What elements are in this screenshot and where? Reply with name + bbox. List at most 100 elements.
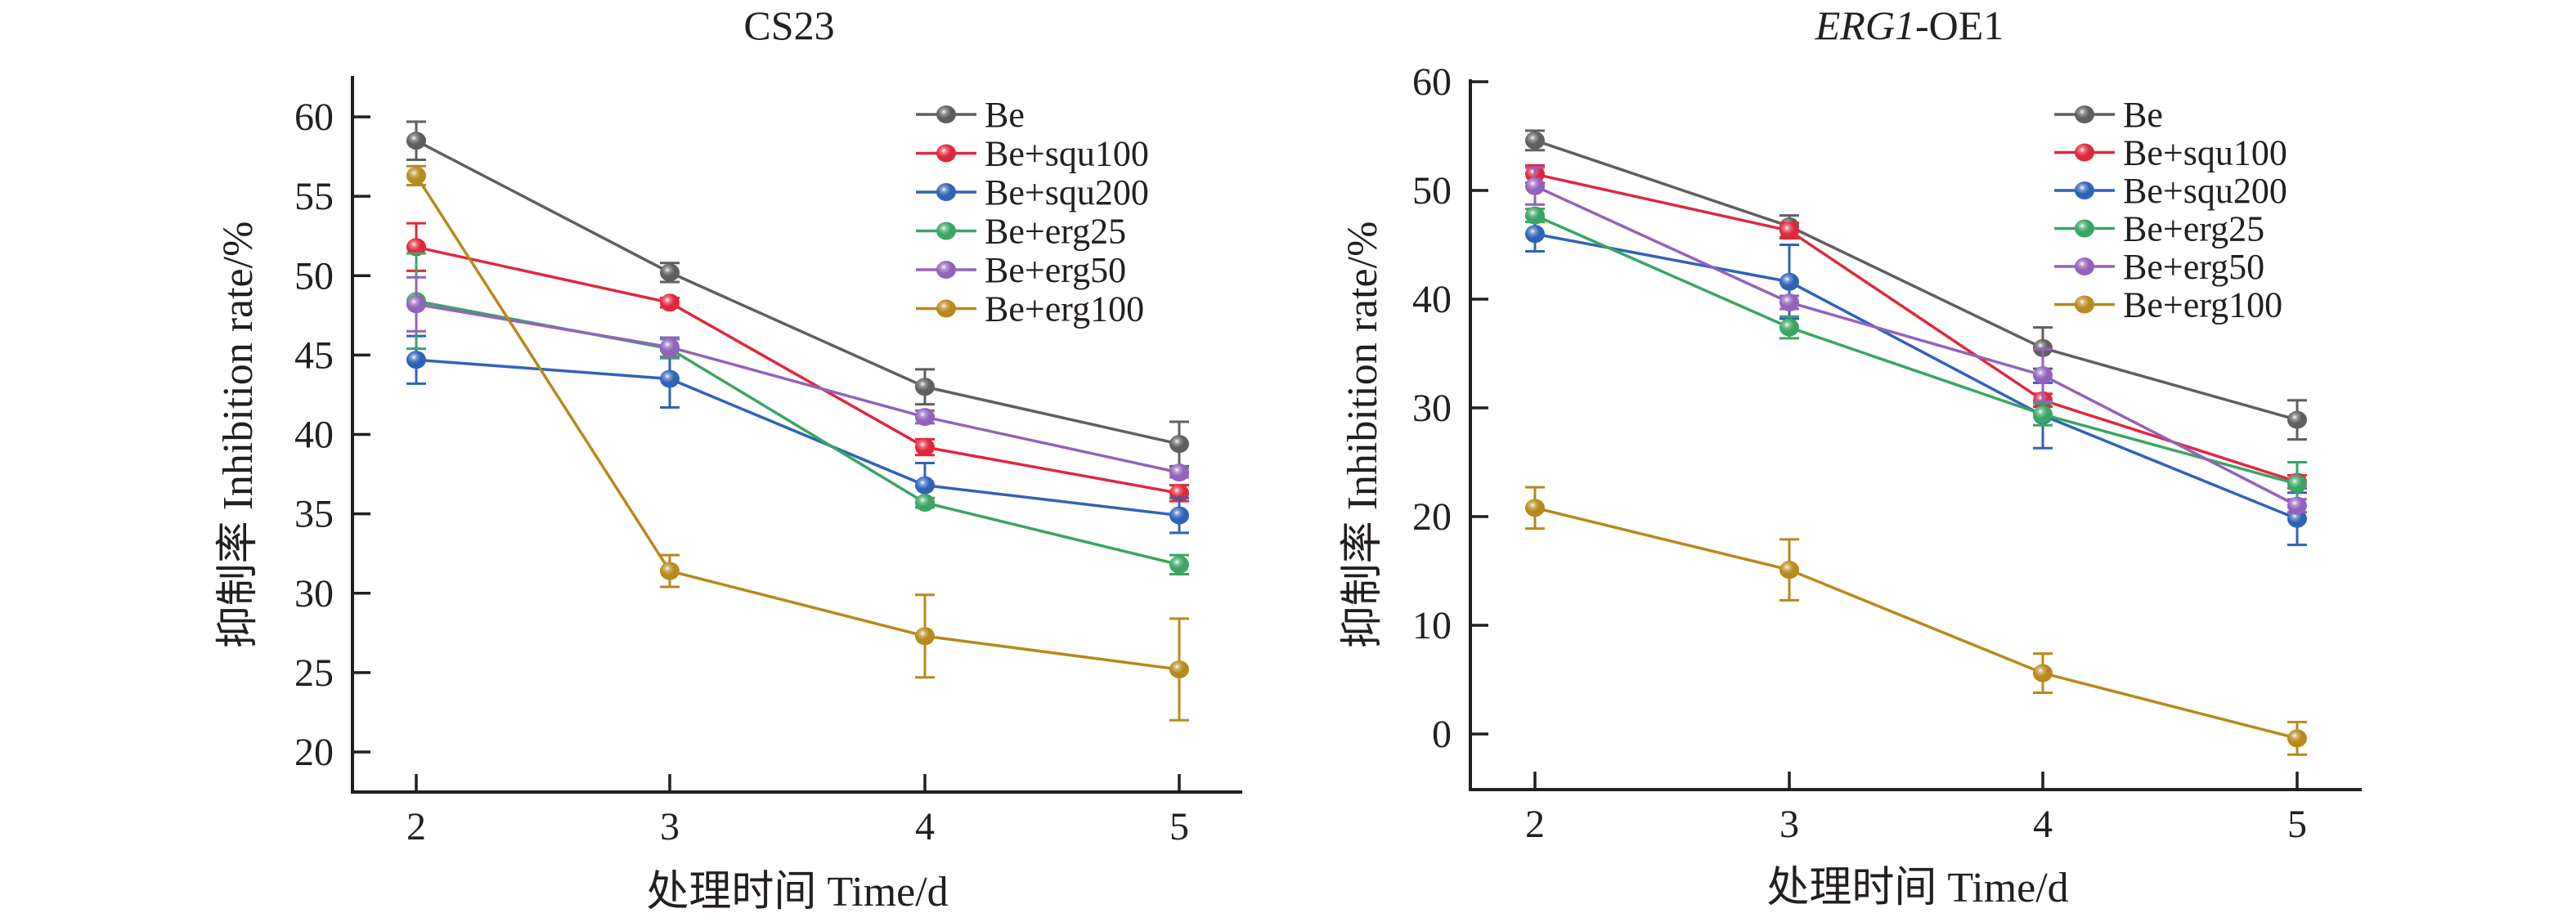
data-point xyxy=(660,562,680,580)
legend-marker xyxy=(2075,295,2094,314)
data-point xyxy=(2033,664,2053,683)
y-tick-label: 30 xyxy=(294,572,334,615)
y-tick-label: 40 xyxy=(1412,278,1452,321)
y-tick-label: 60 xyxy=(1412,60,1452,104)
series-be-erg100 xyxy=(406,164,1189,722)
x-tick-label: 4 xyxy=(915,805,935,848)
legend-marker xyxy=(936,299,956,318)
data-point xyxy=(915,494,935,512)
data-point xyxy=(1779,318,1799,337)
plot-area xyxy=(1525,129,2307,756)
series-line xyxy=(1534,506,2298,741)
data-point xyxy=(915,438,935,457)
legend-label: Be+squ100 xyxy=(985,134,1149,174)
series-line xyxy=(1534,139,2298,422)
legend-label: Be+erg50 xyxy=(2123,247,2264,287)
data-point xyxy=(660,263,680,282)
x-axis-label: 处理时间 Time/d xyxy=(646,869,948,915)
data-point xyxy=(915,378,935,396)
y-axis-label: 抑制率 Inhibition rate/% xyxy=(1340,222,1386,649)
y-tick-label: 10 xyxy=(1412,604,1452,647)
legend-marker xyxy=(936,183,956,201)
series-be-erg25 xyxy=(1525,206,2307,508)
legend-label: Be+erg50 xyxy=(985,250,1126,290)
data-point xyxy=(1779,272,1799,291)
plot-area xyxy=(406,120,1189,722)
y-ticks: 20 25 30 35 40 45 50 55 60 xyxy=(294,96,370,774)
data-point xyxy=(1525,499,1545,517)
x-ticks: 2 3 4 5 xyxy=(406,774,1189,848)
legend-label: Be+squ200 xyxy=(985,172,1149,213)
y-tick-label: 20 xyxy=(294,731,334,774)
x-axis-label: 处理时间 Time/d xyxy=(1766,865,2068,911)
data-point xyxy=(915,476,935,495)
data-point xyxy=(1525,131,1545,150)
legend-marker xyxy=(936,105,956,123)
legend-item: Be+squ100 xyxy=(2054,133,2287,173)
legend-marker xyxy=(2075,181,2094,199)
data-point xyxy=(406,295,426,314)
data-point xyxy=(2033,405,2053,423)
y-axis-label: 抑制率 Inhibition rate/% xyxy=(215,222,262,649)
data-point xyxy=(2033,366,2053,385)
y-tick-label: 45 xyxy=(294,333,334,377)
legend: BeBe+squ100Be+squ200Be+erg25Be+erg50Be+e… xyxy=(2054,95,2287,325)
data-point xyxy=(406,132,426,150)
data-point xyxy=(1169,555,1189,574)
legend-marker xyxy=(936,261,956,279)
legend-item: Be+erg25 xyxy=(916,212,1126,252)
data-point xyxy=(1779,222,1799,240)
series-line xyxy=(415,358,1180,517)
series-be-erg100 xyxy=(1525,486,2307,756)
legend-label: Be xyxy=(2123,95,2163,135)
title-italic-part: ERG1 xyxy=(1815,2,1915,48)
x-tick-label: 5 xyxy=(2287,803,2307,846)
legend-marker xyxy=(936,222,956,240)
data-point xyxy=(406,238,426,257)
legend-item: Be+erg100 xyxy=(916,289,1144,329)
data-point xyxy=(1169,506,1189,525)
chart-erg1-oe1: ERG1-OE1 0 10 20 30 40 50 60 2 3 4 5 抑制率 Inhibiti… xyxy=(1340,2,2362,911)
legend-label: Be+erg100 xyxy=(985,289,1144,329)
data-point xyxy=(2287,729,2307,748)
y-tick-label: 30 xyxy=(1412,387,1452,430)
legend-item: Be+erg25 xyxy=(2054,209,2264,249)
data-point xyxy=(1169,463,1189,482)
data-point xyxy=(1525,206,1545,225)
y-tick-label: 35 xyxy=(294,493,334,536)
x-ticks: 2 3 4 5 xyxy=(1525,772,2307,846)
data-point xyxy=(2287,475,2307,494)
x-tick-label: 2 xyxy=(406,805,426,848)
data-point xyxy=(915,627,935,646)
series-be-erg50 xyxy=(1525,166,2307,515)
legend-item: Be+squ200 xyxy=(916,172,1149,213)
y-tick-label: 40 xyxy=(294,414,334,457)
legend-label: Be+erg100 xyxy=(2123,285,2282,325)
series-line xyxy=(1534,232,2298,521)
legend-label: Be+squ200 xyxy=(2123,171,2287,211)
x-tick-label: 4 xyxy=(2033,803,2053,846)
data-point xyxy=(406,351,426,369)
legend-label: Be+erg25 xyxy=(985,212,1126,252)
y-tick-label: 0 xyxy=(1432,713,1452,756)
legend-item: Be+erg50 xyxy=(916,250,1126,290)
legend: BeBe+squ100Be+squ200Be+erg25Be+erg50Be+e… xyxy=(916,95,1149,329)
data-point xyxy=(1779,293,1799,311)
y-tick-label: 60 xyxy=(294,96,334,139)
y-tick-label: 55 xyxy=(294,175,334,218)
data-point xyxy=(1525,225,1545,244)
legend-item: Be+erg50 xyxy=(2054,247,2264,287)
series-be xyxy=(1525,129,2307,441)
y-tick-label: 50 xyxy=(1412,169,1452,213)
series-line xyxy=(415,174,1180,671)
series-be-squ200 xyxy=(406,334,1189,535)
series-line xyxy=(1534,185,2298,508)
y-tick-label: 20 xyxy=(1412,495,1452,539)
x-tick-label: 5 xyxy=(1169,805,1189,848)
data-point xyxy=(660,369,680,388)
x-tick-label: 3 xyxy=(660,805,680,848)
y-ticks: 0 10 20 30 40 50 60 xyxy=(1412,60,1488,756)
legend-item: Be+squ200 xyxy=(2054,171,2287,211)
